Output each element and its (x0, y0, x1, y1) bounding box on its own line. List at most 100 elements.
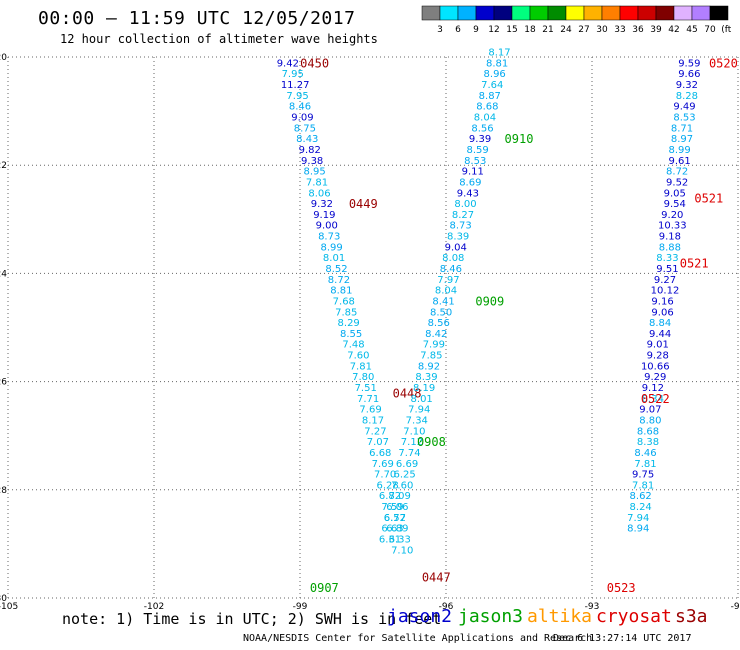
wave-height-value-jason3: 6.63 (381, 524, 403, 535)
wave-height-value-jason3: 6.69 (396, 459, 418, 470)
colorbar-tick-label: 3 (437, 25, 443, 35)
wave-height-value-s3a: 8.73 (318, 232, 340, 243)
wave-height-value-s3a: 6.82 (379, 491, 401, 502)
wave-height-value-s3a: 7.10 (391, 545, 413, 556)
wave-height-value-s3a: 9.09 (291, 113, 313, 124)
colorbar-tick-label: 12 (488, 25, 499, 35)
wave-height-value-s3a: 7.95 (286, 91, 308, 102)
wave-height-value-s3a: 7.95 (282, 69, 304, 80)
colorbar-tick-label: 45 (686, 25, 697, 35)
wave-height-value-cryosat: 8.97 (671, 134, 693, 145)
wave-height-value-s3a: 8.95 (303, 167, 325, 178)
y-tick-label: -28 (0, 486, 7, 496)
wave-height-value-cryosat: 9.52 (666, 177, 688, 188)
wave-height-value-cryosat: 9.49 (673, 102, 695, 113)
wave-height-value-jason3: 7.12 (401, 437, 423, 448)
footer-note: note: 1) Time is in UTC; 2) SWH is in fe… (62, 610, 442, 628)
wave-height-value-cryosat: 9.75 (632, 470, 654, 481)
wave-height-value-cryosat: 8.34 (642, 394, 664, 405)
wave-height-value-s3a: 9.42 (277, 58, 299, 69)
wave-height-value-jason3: 7.99 (423, 340, 445, 351)
legend-altika: altika (527, 606, 593, 627)
wave-height-value-s3a: 7.68 (333, 296, 355, 307)
pass-time-label-s3a: 0447 (422, 570, 451, 584)
wave-height-value-cryosat: 9.12 (642, 383, 664, 394)
wave-height-value-jason3: 9.39 (469, 134, 491, 145)
wave-height-value-s3a: 8.81 (330, 286, 352, 297)
wave-height-value-s3a: 9.82 (299, 145, 321, 156)
y-tick-label: -20 (0, 53, 7, 63)
wave-height-value-s3a: 8.46 (289, 102, 311, 113)
wave-height-value-jason3: 7.97 (437, 275, 459, 286)
wave-height-value-cryosat: 10.33 (658, 221, 687, 232)
pass-time-label-s3a: 0450 (300, 56, 329, 70)
wave-height-value-jason3: 8.42 (425, 329, 447, 340)
wave-height-value-jason3: 7.60 (391, 480, 413, 491)
wave-height-value-cryosat: 9.27 (654, 275, 676, 286)
pass-time-label-cryosat: 0521 (694, 192, 723, 206)
pass-time-label-jason3: 0910 (505, 132, 534, 146)
wave-height-value-jason3: 8.87 (479, 91, 501, 102)
colorbar-tick-label: 27 (578, 25, 589, 35)
colorbar-tick-label: 36 (632, 25, 644, 35)
wave-height-value-cryosat: 7.81 (634, 459, 656, 470)
wave-height-value-cryosat: 8.62 (630, 491, 652, 502)
wave-height-value-jason3: 9.43 (457, 188, 479, 199)
colorbar-tick-label: 18 (524, 25, 536, 35)
wave-height-value-jason3: 8.01 (411, 394, 433, 405)
wave-height-value-cryosat: 9.54 (664, 199, 686, 210)
wave-height-value-cryosat: 8.88 (659, 242, 681, 253)
wave-height-value-cryosat: 10.12 (651, 286, 680, 297)
wave-height-value-s3a: 11.27 (281, 80, 310, 91)
wave-height-value-jason3: 6.57 (384, 513, 406, 524)
x-tick-label: -96 (439, 602, 454, 612)
wave-height-value-s3a: 7.48 (342, 340, 364, 351)
wave-height-value-cryosat: 9.44 (649, 329, 671, 340)
wave-height-value-s3a: 8.43 (296, 134, 318, 145)
wave-height-value-cryosat: 8.33 (656, 253, 678, 264)
wave-height-value-jason3: 8.56 (471, 123, 493, 134)
wave-height-value-cryosat: 9.51 (656, 264, 678, 275)
wave-height-value-cryosat: 9.20 (661, 210, 683, 221)
wave-height-value-cryosat: 8.99 (668, 145, 690, 156)
wave-height-value-cryosat: 9.28 (647, 351, 669, 362)
wave-height-value-jason3: 7.74 (398, 448, 420, 459)
y-tick-label: -26 (0, 378, 7, 388)
wave-height-value-s3a: 7.69 (359, 405, 381, 416)
x-tick-label: -93 (585, 602, 600, 612)
wave-height-value-jason3: 9.11 (462, 167, 484, 178)
wave-height-value-cryosat: 8.84 (649, 318, 671, 329)
wave-height-value-s3a: 9.38 (301, 156, 323, 167)
wave-height-value-jason3: 6.31 (379, 534, 401, 545)
wave-height-value-s3a: 7.81 (306, 177, 328, 188)
wave-height-value-s3a: 7.71 (357, 394, 379, 405)
wave-height-value-jason3: 8.39 (415, 372, 437, 383)
wave-height-value-jason3: 8.04 (435, 286, 457, 297)
wave-height-value-jason3: 8.19 (413, 383, 435, 394)
y-tick-label: -30 (0, 594, 7, 604)
wave-height-value-s3a: 8.06 (308, 188, 330, 199)
wave-height-value-cryosat: 8.46 (634, 448, 656, 459)
legend-jason3: jason3 (458, 606, 524, 627)
wave-height-value-s3a: 9.00 (316, 221, 338, 232)
colorbar-tick-label: 9 (473, 25, 479, 35)
wave-height-value-jason3: 8.69 (459, 177, 481, 188)
wave-height-value-cryosat: 8.38 (637, 437, 659, 448)
wave-height-value-cryosat: 9.07 (639, 405, 661, 416)
wave-height-value-jason3: 8.81 (486, 58, 508, 69)
pass-time-label-s3a: 0448 (393, 386, 422, 400)
wave-height-value-jason3: 8.96 (484, 69, 506, 80)
wave-height-value-cryosat: 9.05 (664, 188, 686, 199)
wave-height-value-s3a: 6.72 (384, 513, 406, 524)
wave-height-value-s3a: 7.51 (355, 383, 377, 394)
pass-time-label-s3a: 0449 (349, 197, 378, 211)
wave-height-value-jason3: 8.50 (430, 307, 452, 318)
wave-height-value-s3a: 7.70 (374, 470, 396, 481)
wave-height-value-jason3: 8.53 (464, 156, 486, 167)
wave-height-value-cryosat: 8.80 (639, 415, 661, 426)
wave-height-value-jason3: 8.46 (440, 264, 462, 275)
wave-height-value-jason3: 9.04 (445, 242, 467, 253)
wave-height-value-jason3: 7.64 (481, 80, 503, 91)
